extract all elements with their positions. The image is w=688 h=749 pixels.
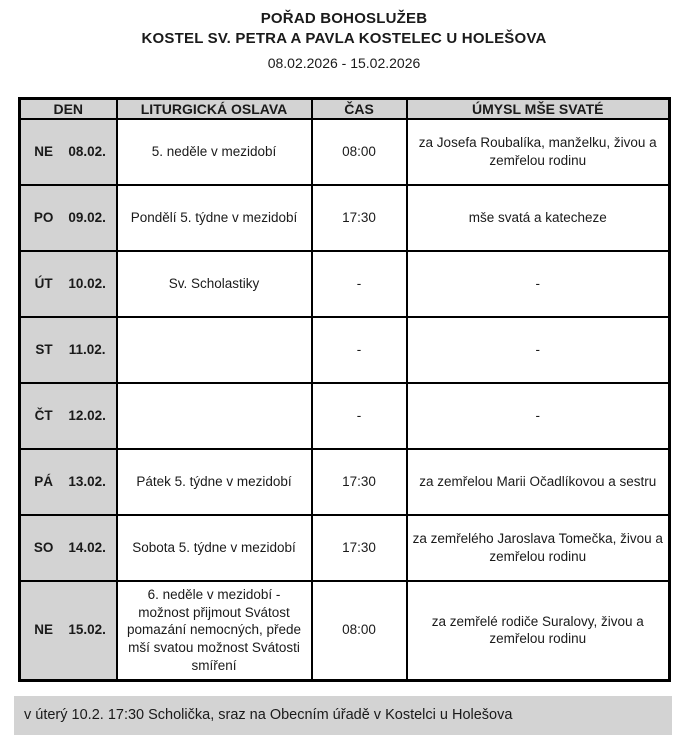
day-cell: PÁ 13.02.	[18, 448, 118, 516]
mass-schedule-table: DEN LITURGICKÁ OSLAVA ČAS ÚMYSL MŠE SVAT…	[18, 97, 671, 682]
intention-cell: -	[405, 316, 671, 384]
celebration-cell: Pátek 5. týdne v mezidobí	[115, 448, 313, 516]
day-abbreviation: NE	[34, 144, 53, 160]
document-header: POŘAD BOHOSLUŽEB KOSTEL SV. PETRA A PAVL…	[0, 0, 688, 72]
date-range: 08.02.2026 - 15.02.2026	[267, 55, 421, 71]
celebration-cell: 5. neděle v mezidobí	[115, 118, 313, 186]
day-date: 09.02.	[68, 210, 106, 226]
table-body: NE 08.02. 5. neděle v mezidobí 08:00 za …	[18, 118, 671, 681]
day-abbreviation: ČT	[34, 408, 53, 424]
day-date: 12.02.	[68, 408, 106, 424]
time-cell: 17:30	[310, 184, 408, 252]
table-row: ČT 12.02. - -	[18, 382, 671, 450]
day-cell: NE 15.02.	[18, 580, 118, 681]
table-header-row: DEN LITURGICKÁ OSLAVA ČAS ÚMYSL MŠE SVAT…	[18, 97, 671, 120]
day-abbreviation: PÁ	[34, 474, 53, 490]
day-abbreviation: NE	[34, 622, 53, 638]
intention-cell: za zemřelého Jaroslava Tomečka, živou a …	[405, 514, 671, 582]
day-abbreviation: SO	[33, 540, 54, 556]
celebration-cell: Pondělí 5. týdne v mezidobí	[115, 184, 313, 252]
table-row: NE 08.02. 5. neděle v mezidobí 08:00 za …	[18, 118, 671, 186]
intention-cell: -	[405, 382, 671, 450]
day-cell: NE 08.02.	[18, 118, 118, 186]
column-header-intention: ÚMYSL MŠE SVATÉ	[405, 97, 671, 120]
time-cell: 08:00	[310, 580, 408, 681]
page-title: POŘAD BOHOSLUŽEB	[260, 10, 428, 27]
day-cell: ÚT 10.02.	[18, 250, 118, 318]
day-date: 13.02.	[68, 474, 106, 490]
time-cell: 17:30	[310, 448, 408, 516]
day-date: 15.02.	[68, 622, 106, 638]
celebration-cell	[115, 382, 313, 450]
day-cell: ST 11.02.	[18, 316, 118, 384]
table-row: PÁ 13.02. Pátek 5. týdne v mezidobí 17:3…	[18, 448, 671, 516]
day-date: 10.02.	[68, 276, 106, 292]
celebration-cell	[115, 316, 313, 384]
celebration-cell: Sobota 5. týdne v mezidobí	[115, 514, 313, 582]
day-cell: ČT 12.02.	[18, 382, 118, 450]
celebration-cell: Sv. Scholastiky	[115, 250, 313, 318]
day-date: 08.02.	[68, 144, 106, 160]
column-header-time: ČAS	[310, 97, 408, 120]
time-cell: -	[310, 250, 408, 318]
time-cell: 17:30	[310, 514, 408, 582]
day-abbreviation: ÚT	[34, 276, 53, 292]
intention-cell: -	[405, 250, 671, 318]
column-header-day: DEN	[18, 97, 118, 120]
table-row: PO 09.02. Pondělí 5. týdne v mezidobí 17…	[18, 184, 671, 252]
time-cell: 08:00	[310, 118, 408, 186]
column-header-celebration: LITURGICKÁ OSLAVA	[115, 97, 313, 120]
church-name: KOSTEL SV. PETRA A PAVLA KOSTELEC U HOLE…	[141, 30, 547, 47]
celebration-cell: 6. neděle v mezidobí - možnost přijmout …	[115, 580, 313, 681]
announcement-note: v úterý 10.2. 17:30 Scholička, sraz na O…	[14, 695, 672, 735]
table-header: DEN LITURGICKÁ OSLAVA ČAS ÚMYSL MŠE SVAT…	[18, 97, 671, 120]
day-cell: PO 09.02.	[18, 184, 118, 252]
day-date: 14.02.	[68, 540, 106, 556]
day-abbreviation: PO	[33, 210, 54, 226]
day-abbreviation: ST	[35, 342, 53, 358]
intention-cell: mše svatá a katecheze	[405, 184, 671, 252]
intention-cell: za Josefa Roubalíka, manželku, živou a z…	[405, 118, 671, 186]
intention-cell: za zemřelou Marii Očadlíkovou a sestru	[405, 448, 671, 516]
table-row: ÚT 10.02. Sv. Scholastiky - -	[18, 250, 671, 318]
day-date: 11.02.	[68, 342, 106, 358]
time-cell: -	[310, 316, 408, 384]
table-row: NE 15.02. 6. neděle v mezidobí - možnost…	[18, 580, 671, 681]
table-row: SO 14.02. Sobota 5. týdne v mezidobí 17:…	[18, 514, 671, 582]
time-cell: -	[310, 382, 408, 450]
announcement-text: v úterý 10.2. 17:30 Scholička, sraz na O…	[24, 707, 513, 723]
intention-cell: za zemřelé rodiče Suralovy, živou a zemř…	[405, 580, 671, 681]
table-row: ST 11.02. - -	[18, 316, 671, 384]
day-cell: SO 14.02.	[18, 514, 118, 582]
